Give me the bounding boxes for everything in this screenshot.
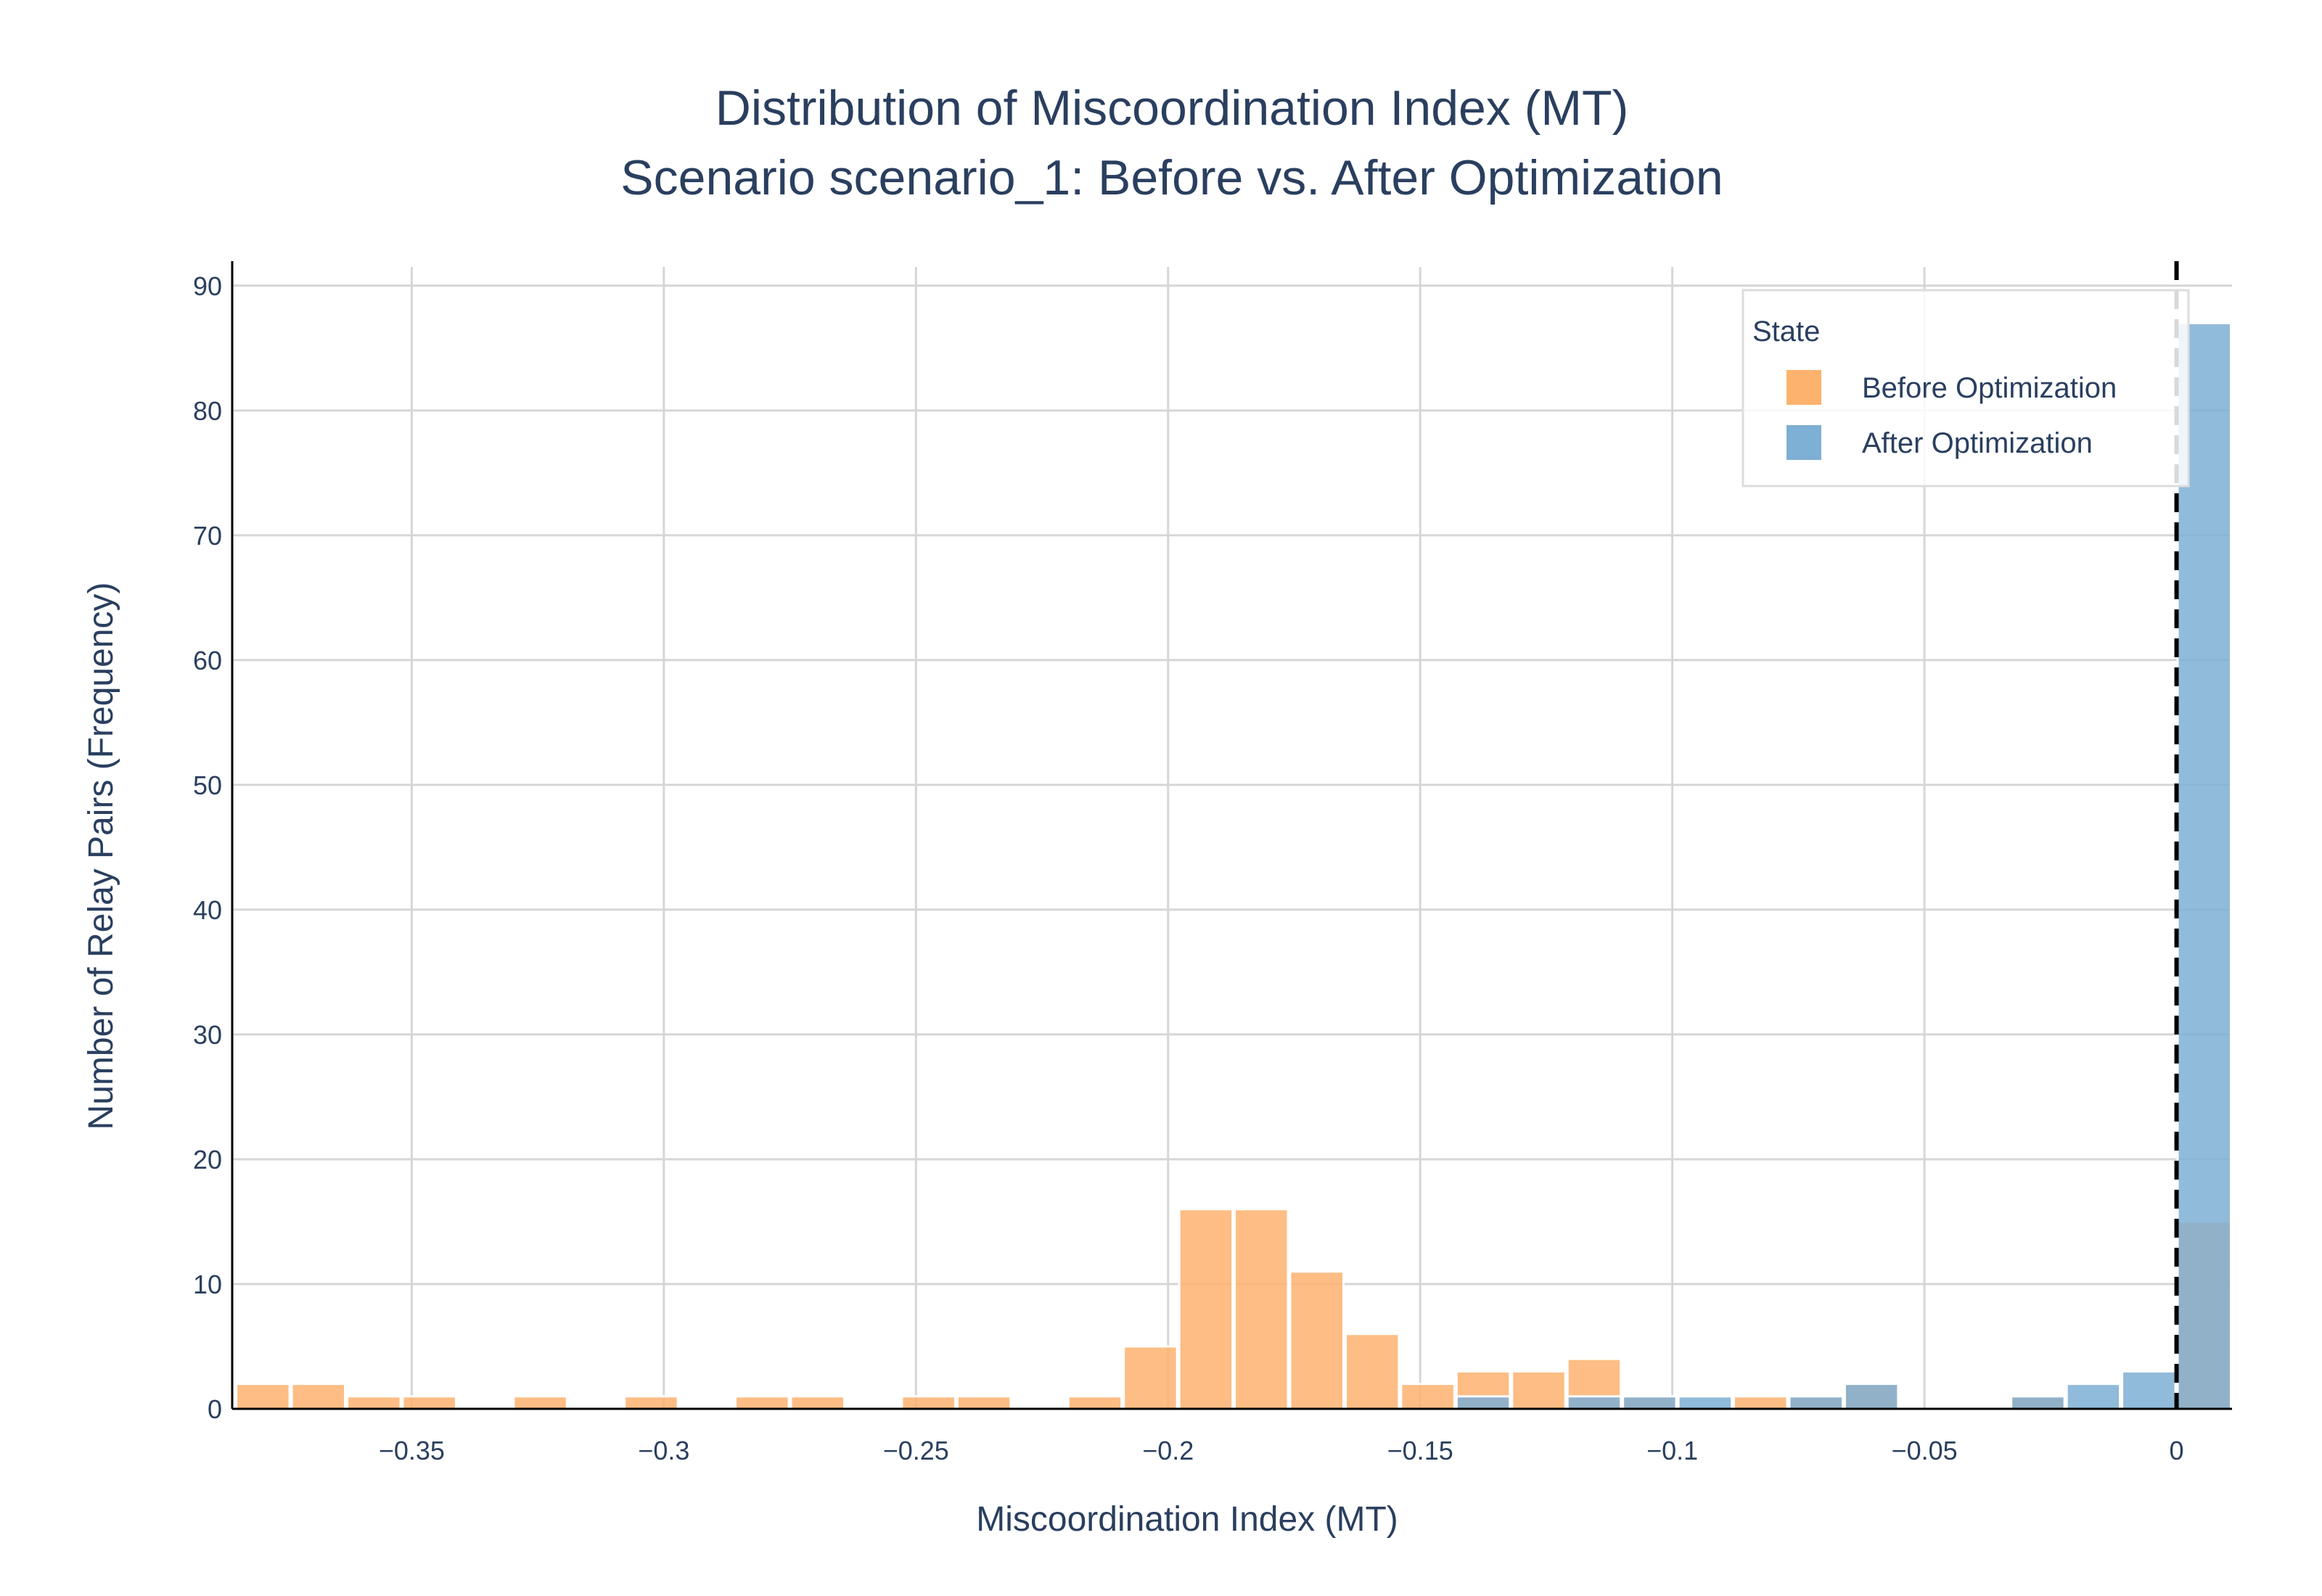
bar-after-optimization[interactable]	[1455, 1395, 1511, 1410]
chart-title: Distribution of Miscoordination Index (M…	[715, 81, 1628, 136]
bar-after-optimization[interactable]	[2065, 1383, 2122, 1410]
bar-after-optimization[interactable]	[2010, 1395, 2066, 1410]
bar-after-optimization[interactable]	[2176, 321, 2233, 1410]
x-tick-label: −0.15	[1387, 1436, 1453, 1465]
y-tick-label: 80	[193, 396, 222, 426]
legend: State Before Optimization After Optimiza…	[1742, 289, 2190, 488]
bar-before-optimization[interactable]	[1344, 1333, 1400, 1410]
bar-before-optimization[interactable]	[1400, 1383, 1456, 1410]
bar-after-optimization[interactable]	[1788, 1395, 1844, 1410]
x-tick-label: −0.25	[883, 1436, 949, 1465]
bar-before-optimization[interactable]	[1733, 1395, 1789, 1410]
bar-before-optimization[interactable]	[1234, 1208, 1289, 1410]
chart-subtitle: Scenario scenario_1: Before vs. After Op…	[620, 150, 1723, 205]
x-tick-label: −0.2	[1142, 1436, 1194, 1465]
bar-after-optimization[interactable]	[1622, 1395, 1678, 1410]
x-tick-labels: −0.35 −0.3 −0.25 −0.2 −0.15 −0.1 −0.05 0	[379, 1436, 2184, 1465]
bar-after-optimization[interactable]	[1566, 1395, 1622, 1410]
y-tick-label: 70	[193, 521, 222, 551]
bar-before-optimization[interactable]	[346, 1395, 402, 1410]
bar-before-optimization[interactable]	[901, 1395, 956, 1410]
y-tick-label: 60	[193, 646, 222, 675]
y-tick-label: 50	[193, 770, 222, 800]
legend-label-after[interactable]: After Optimization	[1862, 427, 2093, 459]
bar-before-optimization[interactable]	[235, 1383, 291, 1410]
bar-after-optimization[interactable]	[1677, 1395, 1734, 1410]
y-tick-label: 30	[193, 1020, 222, 1050]
legend-title: State	[1752, 316, 1820, 347]
x-axis-title: Miscoordination Index (MT)	[976, 1500, 1398, 1539]
bar-before-optimization[interactable]	[401, 1395, 457, 1410]
bar-before-optimization[interactable]	[1178, 1208, 1234, 1410]
bar-before-optimization[interactable]	[1511, 1370, 1567, 1410]
y-tick-label: 20	[193, 1145, 222, 1175]
bar-before-optimization[interactable]	[512, 1395, 568, 1410]
y-tick-label: 40	[193, 895, 222, 925]
x-tick-label: −0.35	[379, 1436, 445, 1465]
bar-before-optimization[interactable]	[1289, 1270, 1345, 1410]
y-tick-label: 0	[208, 1394, 222, 1424]
x-tick-label: −0.3	[638, 1436, 689, 1465]
y-axis-title: Number of Relay Pairs (Frequency)	[82, 583, 120, 1130]
y-tick-label: 10	[193, 1270, 222, 1299]
legend-swatch-after[interactable]	[1786, 425, 1821, 460]
grid-lines	[232, 267, 2232, 1409]
bar-after-optimization[interactable]	[1843, 1383, 1900, 1410]
x-tick-label: 0	[2170, 1436, 2184, 1465]
bar-before-optimization[interactable]	[1067, 1395, 1123, 1410]
bar-before-optimization[interactable]	[789, 1395, 846, 1410]
y-tick-labels: 0 10 20 30 40 50 60 70 80 90	[193, 271, 222, 1424]
x-tick-label: −0.1	[1646, 1436, 1698, 1465]
legend-swatch-before[interactable]	[1786, 370, 1821, 405]
bar-before-optimization[interactable]	[734, 1395, 790, 1410]
bar-before-optimization[interactable]	[290, 1383, 347, 1410]
bar-before-optimization[interactable]	[1123, 1345, 1178, 1410]
x-tick-label: −0.05	[1892, 1436, 1958, 1465]
bar-before-optimization[interactable]	[956, 1395, 1012, 1410]
legend-label-before[interactable]: Before Optimization	[1862, 372, 2117, 404]
bar-after-optimization[interactable]	[2121, 1370, 2177, 1410]
y-tick-label: 90	[193, 271, 222, 301]
bar-before-optimization[interactable]	[623, 1395, 679, 1410]
